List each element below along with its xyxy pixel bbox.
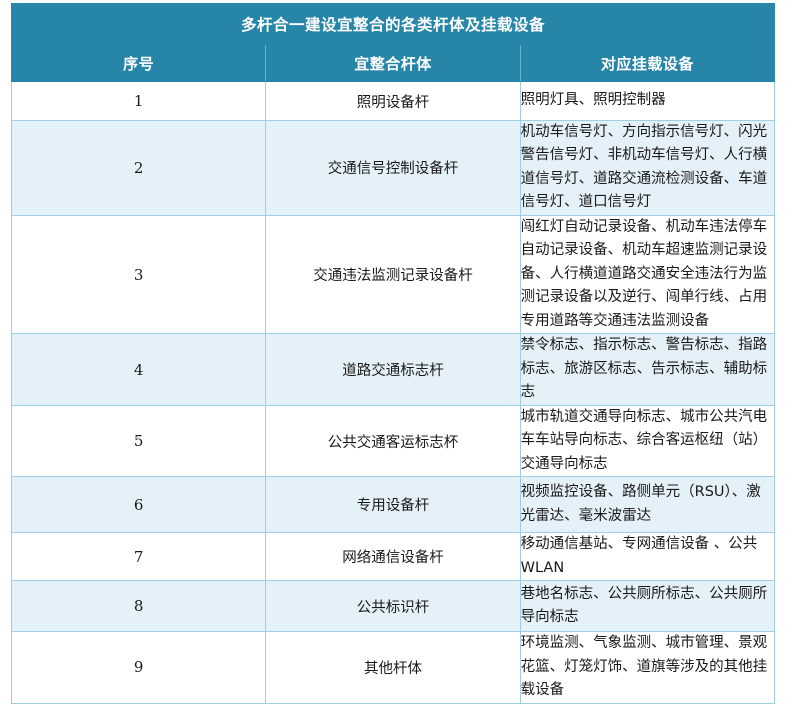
row-number: 3 bbox=[10, 214, 267, 335]
table-title: 多杆合一建设宜整合的各类杆体及挂载设备 bbox=[11, 3, 775, 45]
table-title-row: 多杆合一建设宜整合的各类杆体及挂载设备 bbox=[11, 3, 775, 45]
row-devices: 闯红灯自动记录设备、机动车违法停车自动记录设备、机动车超速监测记录设备、人行横道… bbox=[519, 214, 776, 335]
row-pole-type: 道路交通标志杆 bbox=[265, 333, 521, 406]
row-pole-type: 其他杆体 bbox=[265, 631, 521, 704]
row-devices: 禁令标志、指示标志、警告标志、指路标志、旅游区标志、告示标志、辅助标志 bbox=[519, 333, 776, 406]
row-devices: 城市轨道交通导向标志、城市公共汽电车车站导向标志、综合客运枢纽（站）交通导向标志 bbox=[519, 404, 776, 478]
page-root: 多杆合一建设宜整合的各类杆体及挂载设备 序号 宜整合杆体 对应挂载设备 1 照明… bbox=[10, 3, 776, 704]
row-number: 5 bbox=[10, 404, 267, 478]
row-devices: 环境监测、气象监测、城市管理、景观花篮、灯笼灯饰、道旗等涉及的其他挂载设备 bbox=[519, 631, 776, 704]
row-pole-type: 公共交通客运标志杯 bbox=[265, 404, 521, 478]
row-number: 6 bbox=[10, 476, 267, 534]
row-pole-type: 专用设备杆 bbox=[265, 476, 521, 534]
row-number: 8 bbox=[10, 580, 267, 633]
column-header-no: 序号 bbox=[10, 44, 267, 82]
row-number: 9 bbox=[10, 631, 267, 704]
column-header-pole: 宜整合杆体 bbox=[265, 44, 521, 82]
table-row: 7 网络通信设备杆 移动通信基站、专网通信设备 、公共 WLAN bbox=[10, 532, 776, 582]
row-pole-type: 公共标识杆 bbox=[265, 580, 521, 633]
row-pole-type: 照明设备杆 bbox=[265, 81, 521, 121]
row-pole-type: 交通信号控制设备杆 bbox=[265, 120, 521, 216]
pole-equipment-table: 多杆合一建设宜整合的各类杆体及挂载设备 序号 宜整合杆体 对应挂载设备 1 照明… bbox=[10, 3, 776, 704]
table-header-row: 序号 宜整合杆体 对应挂载设备 bbox=[10, 44, 776, 82]
row-devices: 移动通信基站、专网通信设备 、公共 WLAN bbox=[519, 532, 776, 582]
table-row: 4 道路交通标志杆 禁令标志、指示标志、警告标志、指路标志、旅游区标志、告示标志… bbox=[10, 333, 776, 406]
row-devices: 机动车信号灯、方向指示信号灯、闪光警告信号灯、非机动车信号灯、人行横道信号灯、道… bbox=[519, 120, 776, 216]
column-header-devices: 对应挂载设备 bbox=[519, 44, 776, 82]
table-row: 1 照明设备杆 照明灯具、照明控制器 bbox=[10, 81, 776, 121]
row-number: 7 bbox=[10, 532, 267, 582]
table-row: 3 交通违法监测记录设备杆 闯红灯自动记录设备、机动车违法停车自动记录设备、机动… bbox=[10, 214, 776, 335]
row-number: 4 bbox=[10, 333, 267, 406]
row-devices: 视频监控设备、路侧单元（RSU）、激光雷达、毫米波雷达 bbox=[519, 476, 776, 534]
row-pole-type: 交通违法监测记录设备杆 bbox=[265, 214, 521, 335]
table-container: 多杆合一建设宜整合的各类杆体及挂载设备 序号 宜整合杆体 对应挂载设备 1 照明… bbox=[10, 3, 776, 704]
table-row: 6 专用设备杆 视频监控设备、路侧单元（RSU）、激光雷达、毫米波雷达 bbox=[10, 476, 776, 534]
table-row: 8 公共标识杆 巷地名标志、公共厕所标志、公共厕所导向标志 bbox=[10, 580, 776, 633]
row-pole-type: 网络通信设备杆 bbox=[265, 532, 521, 582]
row-number: 1 bbox=[10, 81, 267, 121]
row-devices: 巷地名标志、公共厕所标志、公共厕所导向标志 bbox=[519, 580, 776, 633]
row-number: 2 bbox=[10, 120, 267, 216]
table-row: 2 交通信号控制设备杆 机动车信号灯、方向指示信号灯、闪光警告信号灯、非机动车信… bbox=[10, 120, 776, 216]
row-devices: 照明灯具、照明控制器 bbox=[519, 81, 776, 121]
table-row: 9 其他杆体 环境监测、气象监测、城市管理、景观花篮、灯笼灯饰、道旗等涉及的其他… bbox=[10, 631, 776, 704]
table-row: 5 公共交通客运标志杯 城市轨道交通导向标志、城市公共汽电车车站导向标志、综合客… bbox=[10, 404, 776, 478]
